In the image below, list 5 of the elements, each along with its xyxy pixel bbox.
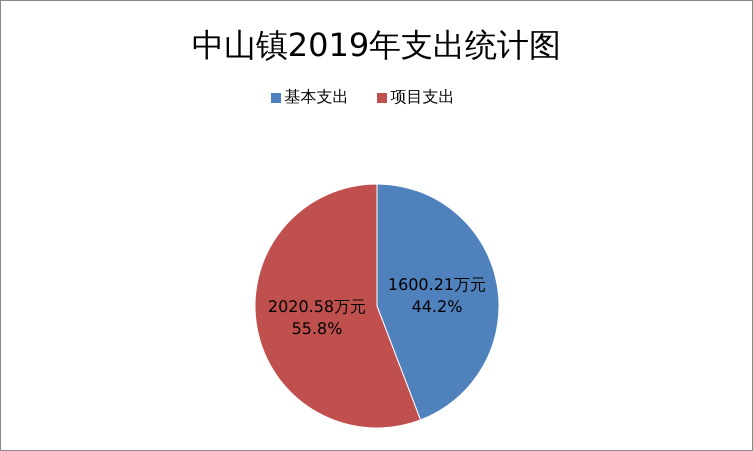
data-label: 2020.58万元 55.8%	[268, 296, 366, 338]
legend-label: 项目支出	[390, 87, 454, 106]
chart-title: 中山镇2019年支出统计图	[192, 26, 562, 64]
data-label: 1600.21万元 44.2%	[388, 274, 486, 316]
legend-label: 基本支出	[284, 87, 348, 106]
